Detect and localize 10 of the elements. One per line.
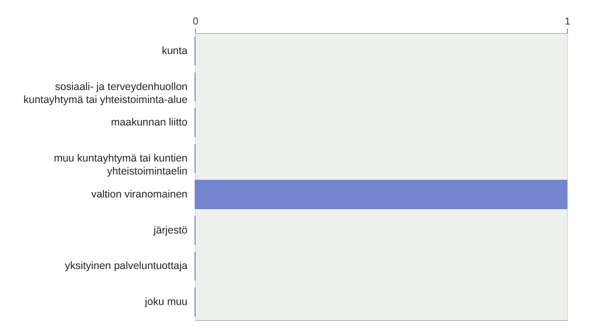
y-tick-label: maakunnan liitto — [111, 116, 188, 129]
y-tick-label: valtion viranomainen — [91, 188, 188, 200]
y-tick-label: järjestö — [152, 224, 188, 236]
y-tick-label: sosiaali- ja terveydenhuollon kuntayhtymä tai yhteistoiminta-alue — [24, 80, 188, 106]
x-tick-label: 0 — [192, 16, 199, 28]
x-tick-label: 1 — [564, 16, 571, 28]
y-tick-label: joku muu — [144, 296, 188, 308]
y-tick-label: yksityinen palveluntuottaja — [64, 260, 188, 272]
y-tick-label: muu kuntayhtymä tai kuntien yhteistoimintaelin — [54, 152, 188, 178]
y-tick-label: kunta — [162, 44, 188, 57]
